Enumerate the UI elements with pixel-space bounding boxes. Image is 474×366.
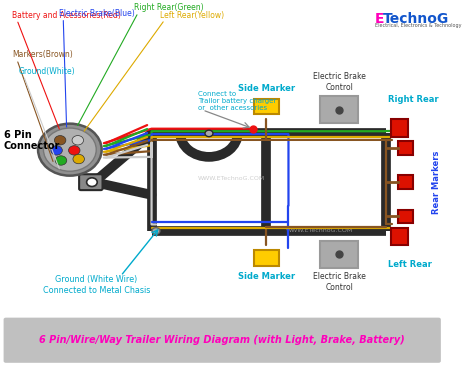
Circle shape xyxy=(38,124,101,176)
Text: WWW.ETechnoG.COM: WWW.ETechnoG.COM xyxy=(286,228,353,234)
Text: Markers(Brown): Markers(Brown) xyxy=(12,51,73,59)
Text: Electric Brake(Blue): Electric Brake(Blue) xyxy=(59,9,135,18)
Text: Battery and Acessories(Red): Battery and Acessories(Red) xyxy=(12,11,121,20)
FancyBboxPatch shape xyxy=(392,228,408,245)
Text: Right Rear: Right Rear xyxy=(388,96,438,105)
FancyBboxPatch shape xyxy=(254,250,279,266)
Text: Left Rear: Left Rear xyxy=(388,260,432,269)
Text: Electric Brake
Control: Electric Brake Control xyxy=(313,273,366,292)
Circle shape xyxy=(51,146,63,155)
FancyBboxPatch shape xyxy=(398,141,413,155)
FancyBboxPatch shape xyxy=(320,96,358,123)
Text: Electrical, Electronics & Technology: Electrical, Electronics & Technology xyxy=(374,23,461,28)
Circle shape xyxy=(87,178,97,187)
Text: Side Marker: Side Marker xyxy=(238,272,295,281)
Text: Electric Brake
Control: Electric Brake Control xyxy=(313,72,366,92)
Text: E: E xyxy=(374,12,384,26)
Text: Left Rear(Yellow): Left Rear(Yellow) xyxy=(160,11,225,20)
FancyBboxPatch shape xyxy=(320,241,358,268)
Text: Ground (White Wire)
Connected to Metal Chasis: Ground (White Wire) Connected to Metal C… xyxy=(43,276,150,295)
Circle shape xyxy=(152,228,160,234)
Text: 6 Pin
Connector: 6 Pin Connector xyxy=(4,130,60,152)
Text: 6 Pin/Wire/Way Trailer Wiring Diagram (with Light, Brake, Battery): 6 Pin/Wire/Way Trailer Wiring Diagram (w… xyxy=(39,335,405,346)
Text: WWW.ETechnoG.COM: WWW.ETechnoG.COM xyxy=(198,176,264,181)
Circle shape xyxy=(55,156,67,165)
FancyBboxPatch shape xyxy=(392,119,408,137)
Text: TechnoG: TechnoG xyxy=(383,12,449,26)
FancyBboxPatch shape xyxy=(4,318,441,363)
Circle shape xyxy=(72,135,83,145)
FancyBboxPatch shape xyxy=(398,175,413,189)
Text: Connect to
Trailor battery charger
or  other acessories: Connect to Trailor battery charger or ot… xyxy=(198,91,276,111)
Circle shape xyxy=(69,146,80,155)
Text: Ground(White): Ground(White) xyxy=(19,67,76,76)
Circle shape xyxy=(205,130,213,137)
Circle shape xyxy=(44,128,96,171)
FancyBboxPatch shape xyxy=(79,174,102,190)
Text: Right Rear(Green): Right Rear(Green) xyxy=(134,3,203,12)
Circle shape xyxy=(55,135,66,145)
FancyBboxPatch shape xyxy=(254,99,279,114)
FancyBboxPatch shape xyxy=(398,210,413,223)
Text: Side Marker: Side Marker xyxy=(238,83,295,93)
Text: Rear Markers: Rear Markers xyxy=(432,150,441,214)
Circle shape xyxy=(73,154,84,164)
